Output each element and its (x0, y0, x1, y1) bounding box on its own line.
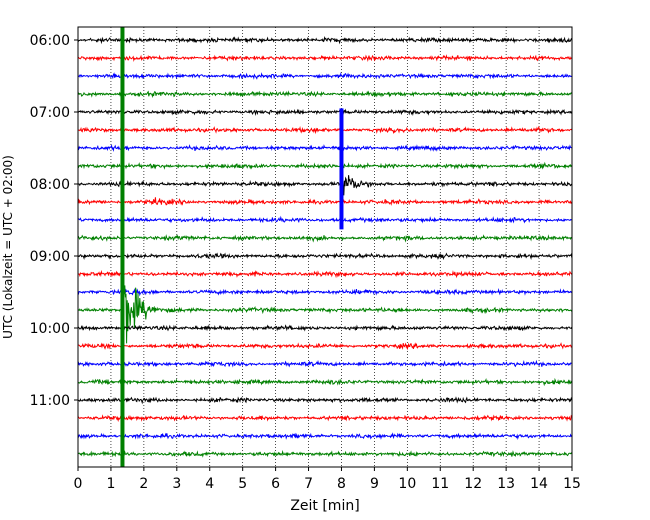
y-tick-label: 10:00 (30, 321, 70, 337)
event-spike (339, 108, 344, 230)
x-tick-label: 2 (139, 476, 148, 492)
trace-line (78, 252, 572, 261)
x-tick-label: 5 (238, 476, 247, 492)
trace-line (78, 396, 572, 405)
x-axis-label: Zeit [min] (290, 498, 359, 514)
x-tick-label: 12 (464, 476, 482, 492)
x-tick-label: 4 (205, 476, 214, 492)
y-tick-label: 06:00 (30, 33, 70, 49)
trace-line (78, 197, 572, 206)
y-axis-label: UTC (Lokalzeit = UTC + 02:00) (1, 155, 15, 339)
plot-frame (77, 26, 573, 468)
event-spike (120, 27, 125, 467)
y-tick-label: 09:00 (30, 249, 70, 265)
trace-line (78, 54, 572, 62)
trace-line (78, 90, 572, 99)
trace-line (78, 169, 572, 196)
trace-line (78, 35, 572, 45)
trace-line (78, 377, 572, 387)
trace-line (78, 342, 572, 351)
trace-line (78, 285, 572, 362)
trace-line (78, 414, 572, 423)
x-tick-label: 9 (370, 476, 379, 492)
y-tick-label: 07:00 (30, 105, 70, 121)
x-tick-label: 1 (106, 476, 115, 492)
x-tick-label: 7 (304, 476, 313, 492)
x-tick-label: 11 (431, 476, 449, 492)
trace-line (78, 72, 572, 80)
x-tick-label: 15 (563, 476, 581, 492)
x-tick-label: 13 (497, 476, 515, 492)
trace-line (78, 449, 572, 458)
trace-line (78, 269, 572, 279)
trace-line (78, 108, 572, 117)
x-tick-label: 14 (530, 476, 548, 492)
trace-line (78, 432, 572, 440)
y-tick-label: 08:00 (30, 177, 70, 193)
x-tick-label: 8 (337, 476, 346, 492)
trace-line (78, 125, 572, 135)
x-tick-label: 3 (172, 476, 181, 492)
grid-lines (110, 27, 540, 467)
x-tick-label: 6 (271, 476, 280, 492)
y-axis-ticks: 06:00 07:00 08:00 09:00 10:00 11:00 (30, 33, 78, 409)
x-tick-label: 10 (398, 476, 416, 492)
trace-line (78, 288, 572, 297)
seismic-traces (78, 27, 572, 467)
trace-line (78, 161, 572, 170)
trace-line (78, 215, 572, 224)
y-tick-label: 11:00 (30, 393, 70, 409)
x-axis-ticks: 0 1 2 3 4 5 6 7 8 9 10 11 12 13 14 15 (74, 467, 581, 492)
trace-line (78, 144, 572, 152)
x-tick-label: 0 (74, 476, 83, 492)
trace-line (78, 234, 572, 243)
trace-line (78, 324, 572, 332)
trace-line (78, 359, 572, 368)
